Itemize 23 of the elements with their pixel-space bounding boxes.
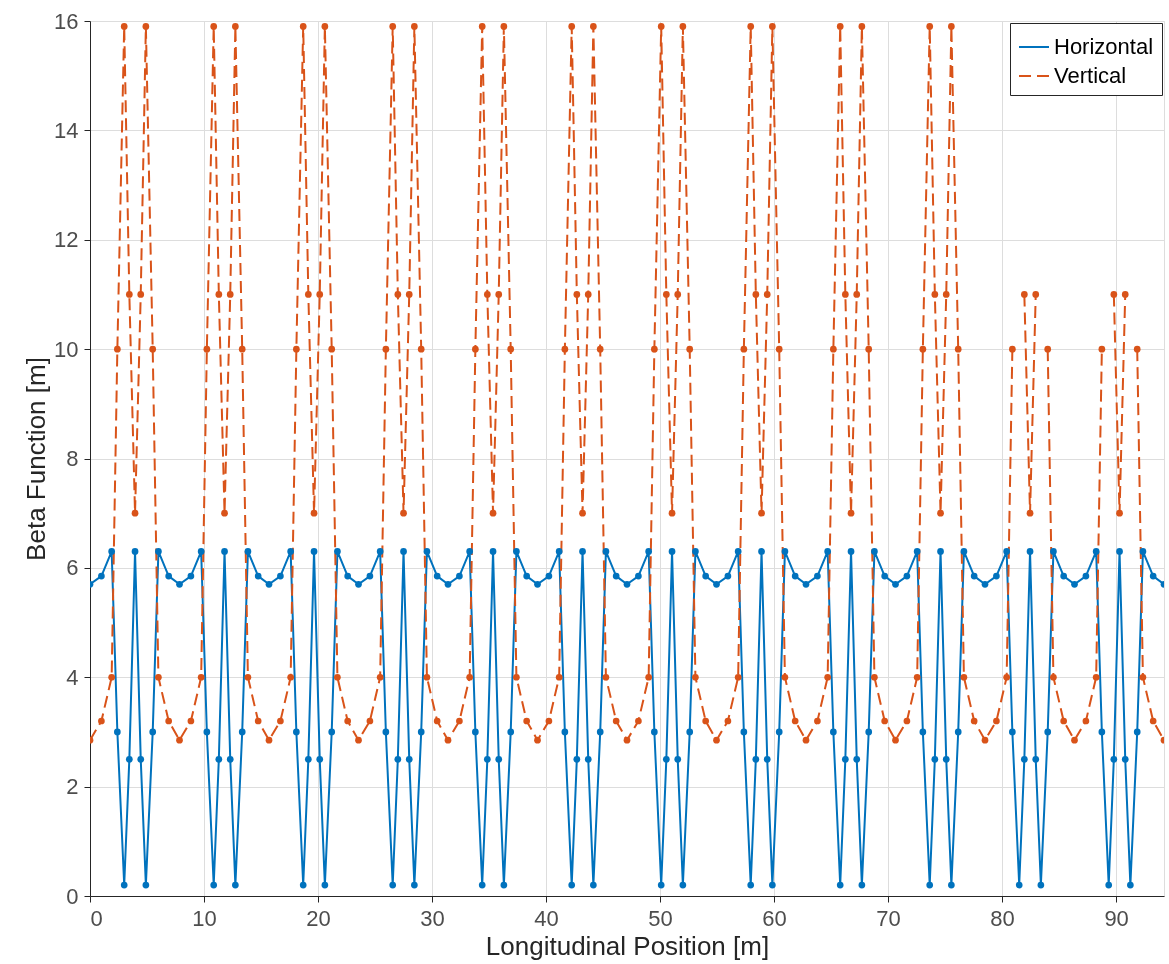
x-tick-label: 0 <box>90 905 103 931</box>
y-tick-label: 14 <box>54 117 79 143</box>
x-tick-label: 80 <box>990 905 1015 931</box>
x-tick-label: 90 <box>1104 905 1129 931</box>
y-tick-label: 10 <box>54 336 79 362</box>
y-tick-label: 8 <box>66 446 79 471</box>
y-tick-label: 4 <box>66 664 79 690</box>
x-tick-label: 50 <box>648 905 673 931</box>
x-tick-label: 70 <box>876 905 901 931</box>
legend-label: Vertical <box>1054 63 1127 88</box>
x-axis-title: Longitudinal Position [m] <box>485 930 770 961</box>
y-axis-title: Beta Function [m] <box>21 357 52 561</box>
x-tick-label: 20 <box>306 905 331 931</box>
x-tick-label: 40 <box>534 905 559 931</box>
y-tick-label: 6 <box>66 555 79 581</box>
x-tick-label: 30 <box>420 905 445 931</box>
y-tick-label: 12 <box>54 227 79 253</box>
x-tick-label: 60 <box>762 905 787 931</box>
legend-label: Horizontal <box>1054 34 1154 59</box>
y-tick-label: 16 <box>54 8 79 34</box>
x-tick-label: 10 <box>192 905 217 931</box>
y-tick-label: 2 <box>66 774 79 800</box>
y-tick-label: 0 <box>66 883 79 909</box>
